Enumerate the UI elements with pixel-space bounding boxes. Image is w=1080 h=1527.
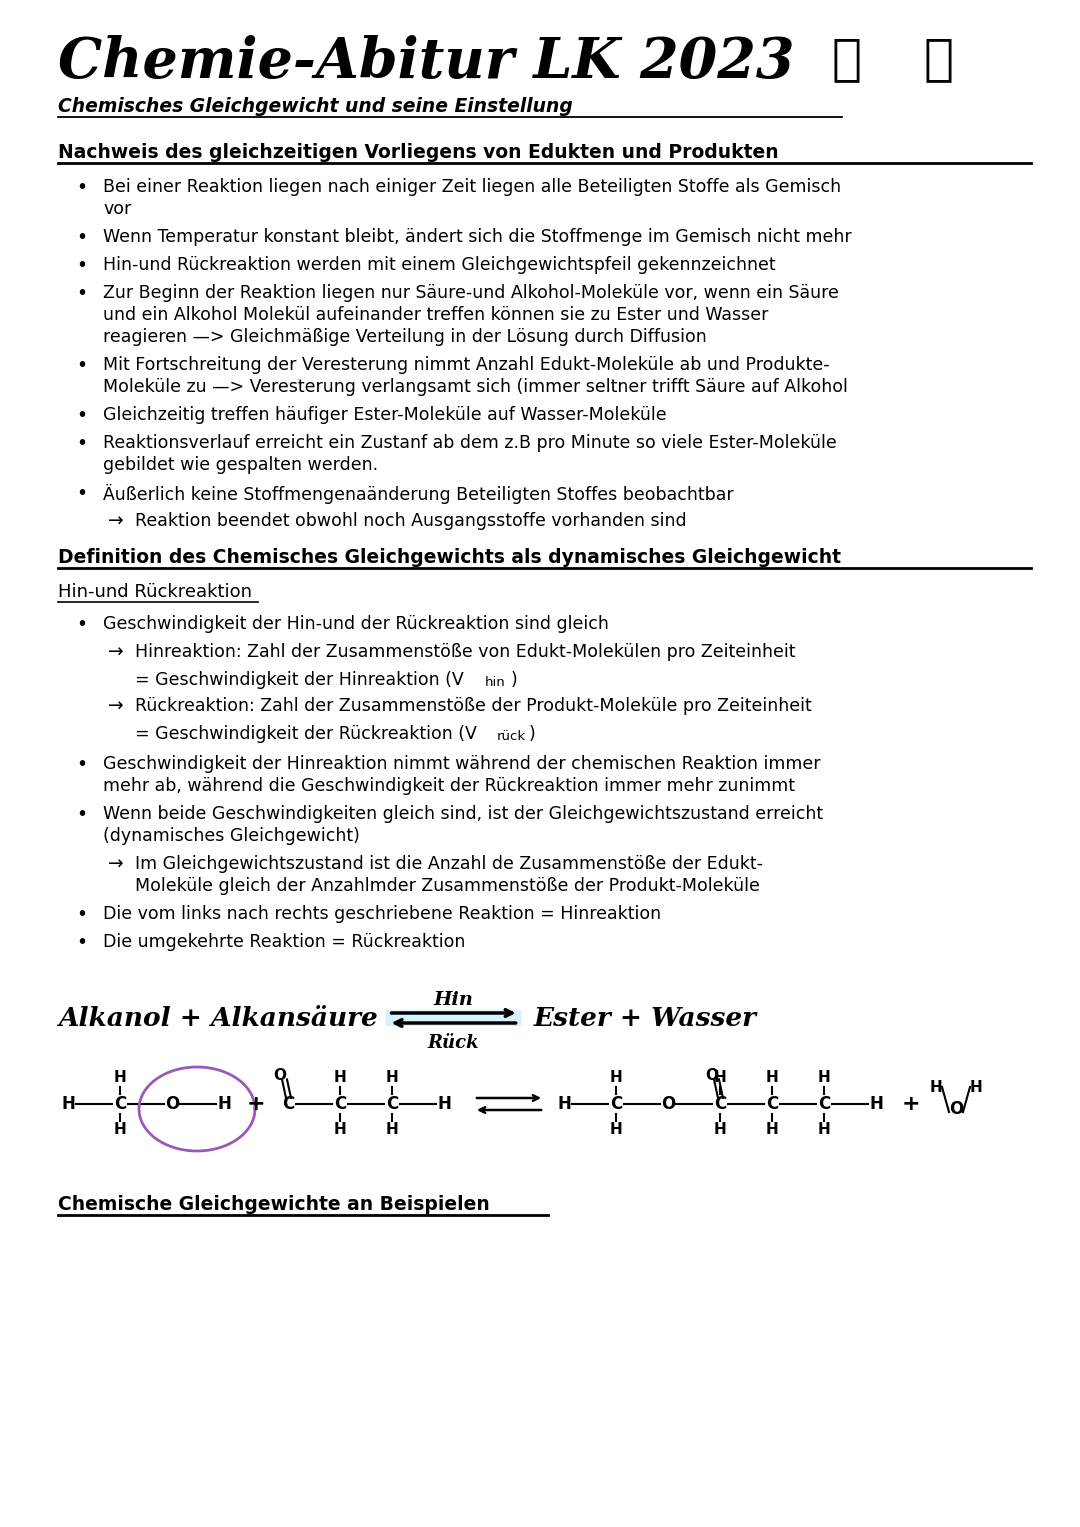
Text: •: • — [76, 257, 87, 275]
Text: Hin-und Rückreaktion: Hin-und Rückreaktion — [58, 583, 252, 602]
Text: C: C — [818, 1095, 831, 1113]
Text: H: H — [609, 1070, 622, 1086]
Text: H: H — [930, 1080, 943, 1095]
Text: reagieren —> Gleichmäßige Verteilung in der Lösung durch Diffusion: reagieren —> Gleichmäßige Verteilung in … — [103, 328, 706, 347]
Text: H: H — [714, 1070, 727, 1086]
Text: hin: hin — [485, 676, 505, 689]
Text: und ein Alkohol Molekül aufeinander treffen können sie zu Ester und Wasser: und ein Alkohol Molekül aufeinander tref… — [103, 305, 768, 324]
Text: H: H — [970, 1080, 983, 1095]
Text: H: H — [766, 1122, 779, 1138]
Text: Nachweis des gleichzeitigen Vorliegens von Edukten und Produkten: Nachweis des gleichzeitigen Vorliegens v… — [58, 144, 779, 162]
Text: Geschwindigkeit der Hin-und der Rückreaktion sind gleich: Geschwindigkeit der Hin-und der Rückreak… — [103, 615, 609, 634]
Text: H: H — [609, 1122, 622, 1138]
Text: •: • — [76, 179, 87, 197]
Text: →: → — [108, 696, 124, 716]
Text: C: C — [282, 1095, 294, 1113]
Text: Wenn Temperatur konstant bleibt, ändert sich die Stoffmenge im Gemisch nicht meh: Wenn Temperatur konstant bleibt, ändert … — [103, 228, 852, 246]
Text: C: C — [113, 1095, 126, 1113]
Text: H: H — [557, 1095, 571, 1113]
Text: H: H — [437, 1095, 451, 1113]
Text: Moleküle zu —> Veresterung verlangsamt sich (immer seltner trifft Säure auf Alko: Moleküle zu —> Veresterung verlangsamt s… — [103, 379, 848, 395]
Text: Alkanol + Alkansäure: Alkanol + Alkansäure — [58, 1005, 378, 1031]
Text: Chemische Gleichgewichte an Beispielen: Chemische Gleichgewichte an Beispielen — [58, 1196, 489, 1214]
Text: →: → — [108, 855, 124, 873]
Text: H: H — [334, 1070, 347, 1086]
Text: H: H — [714, 1122, 727, 1138]
Text: •: • — [76, 284, 87, 302]
Text: H: H — [818, 1122, 831, 1138]
Text: Zur Beginn der Reaktion liegen nur Säure-und Alkohol-Moleküle vor, wenn ein Säur: Zur Beginn der Reaktion liegen nur Säure… — [103, 284, 839, 302]
Text: Hin: Hin — [434, 991, 473, 1009]
Text: Rück: Rück — [428, 1034, 480, 1052]
Text: rück: rück — [497, 730, 526, 744]
Text: •: • — [76, 406, 87, 425]
Text: •: • — [76, 356, 87, 376]
Text: gebildet wie gespalten werden.: gebildet wie gespalten werden. — [103, 457, 378, 473]
Text: Rückreaktion: Zahl der Zusammenstöße der Produkt-Moleküle pro Zeiteinheit: Rückreaktion: Zahl der Zusammenstöße der… — [135, 696, 812, 715]
Text: Moleküle gleich der Anzahlmder Zusammenstöße der Produkt-Moleküle: Moleküle gleich der Anzahlmder Zusammens… — [135, 876, 760, 895]
FancyBboxPatch shape — [386, 1009, 522, 1026]
Text: H: H — [386, 1070, 399, 1086]
Text: mehr ab, während die Geschwindigkeit der Rückreaktion immer mehr zunimmt: mehr ab, während die Geschwindigkeit der… — [103, 777, 795, 796]
Text: •: • — [76, 615, 87, 634]
Text: H: H — [818, 1070, 831, 1086]
Text: •: • — [76, 754, 87, 774]
Text: Reaktion beendet obwohl noch Ausgangsstoffe vorhanden sind: Reaktion beendet obwohl noch Ausgangssto… — [135, 512, 687, 530]
Text: Geschwindigkeit der Hinreaktion nimmt während der chemischen Reaktion immer: Geschwindigkeit der Hinreaktion nimmt wä… — [103, 754, 821, 773]
Text: •: • — [76, 805, 87, 825]
Text: C: C — [386, 1095, 399, 1113]
Text: +: + — [246, 1093, 266, 1115]
Text: H: H — [386, 1122, 399, 1138]
Text: 🧪: 🧪 — [832, 35, 862, 82]
Text: •: • — [76, 434, 87, 454]
Text: ): ) — [529, 725, 536, 744]
Text: = Geschwindigkeit der Hinreaktion (V: = Geschwindigkeit der Hinreaktion (V — [135, 670, 463, 689]
Text: C: C — [766, 1095, 778, 1113]
Text: O: O — [949, 1099, 963, 1118]
Text: Gleichzeitig treffen häufiger Ester-Moleküle auf Wasser-Moleküle: Gleichzeitig treffen häufiger Ester-Mole… — [103, 406, 666, 425]
Text: Ester + Wasser: Ester + Wasser — [534, 1005, 757, 1031]
Text: →: → — [108, 643, 124, 663]
Text: Äußerlich keine Stoffmengenaänderung Beteiligten Stoffes beobachtbar: Äußerlich keine Stoffmengenaänderung Bet… — [103, 484, 733, 504]
Text: Die vom links nach rechts geschriebene Reaktion = Hinreaktion: Die vom links nach rechts geschriebene R… — [103, 906, 661, 922]
Text: Reaktionsverlauf erreicht ein Zustanf ab dem z.B pro Minute so viele Ester-Molek: Reaktionsverlauf erreicht ein Zustanf ab… — [103, 434, 837, 452]
Text: •: • — [76, 933, 87, 951]
Text: = Geschwindigkeit der Rückreaktion (V: = Geschwindigkeit der Rückreaktion (V — [135, 725, 477, 744]
Text: O: O — [661, 1095, 675, 1113]
Text: (dynamisches Gleichgewicht): (dynamisches Gleichgewicht) — [103, 828, 360, 844]
Text: C: C — [334, 1095, 346, 1113]
Text: +: + — [902, 1093, 920, 1115]
Text: Chemisches Gleichgewicht und seine Einstellung: Chemisches Gleichgewicht und seine Einst… — [58, 98, 572, 116]
Text: C: C — [610, 1095, 622, 1113]
Text: vor: vor — [103, 200, 132, 218]
Text: H: H — [334, 1122, 347, 1138]
Text: ): ) — [511, 670, 517, 689]
Text: Mit Fortschreitung der Veresterung nimmt Anzahl Edukt-Moleküle ab und Produkte-: Mit Fortschreitung der Veresterung nimmt… — [103, 356, 829, 374]
Text: H: H — [113, 1122, 126, 1138]
Text: Hin-und Rückreaktion werden mit einem Gleichgewichtspfeil gekennzeichnet: Hin-und Rückreaktion werden mit einem Gl… — [103, 257, 775, 273]
Text: Hinreaktion: Zahl der Zusammenstöße von Edukt-Molekülen pro Zeiteinheit: Hinreaktion: Zahl der Zusammenstöße von … — [135, 643, 796, 661]
Text: H: H — [869, 1095, 883, 1113]
Text: Die umgekehrte Reaktion = Rückreaktion: Die umgekehrte Reaktion = Rückreaktion — [103, 933, 465, 951]
Text: O: O — [273, 1067, 286, 1083]
Text: H: H — [766, 1070, 779, 1086]
Text: Im Gleichgewichtszustand ist die Anzahl de Zusammenstöße der Edukt-: Im Gleichgewichtszustand ist die Anzahl … — [135, 855, 762, 873]
Text: •: • — [76, 484, 87, 502]
Text: •: • — [76, 906, 87, 924]
Text: C: C — [714, 1095, 726, 1113]
Text: O: O — [705, 1067, 718, 1083]
Text: →: → — [108, 512, 124, 531]
Text: O: O — [165, 1095, 179, 1113]
Text: Wenn beide Geschwindigkeiten gleich sind, ist der Gleichgewichtszustand erreicht: Wenn beide Geschwindigkeiten gleich sind… — [103, 805, 823, 823]
Text: 🧫: 🧫 — [923, 35, 954, 82]
Text: H: H — [217, 1095, 231, 1113]
Text: Definition des Chemisches Gleichgewichts als dynamisches Gleichgewicht: Definition des Chemisches Gleichgewichts… — [58, 548, 841, 567]
Text: H: H — [113, 1070, 126, 1086]
Text: Chemie-Abitur LK 2023: Chemie-Abitur LK 2023 — [58, 35, 795, 90]
Text: H: H — [62, 1095, 75, 1113]
Text: •: • — [76, 228, 87, 247]
Text: Bei einer Reaktion liegen nach einiger Zeit liegen alle Beteiligten Stoffe als G: Bei einer Reaktion liegen nach einiger Z… — [103, 179, 841, 195]
